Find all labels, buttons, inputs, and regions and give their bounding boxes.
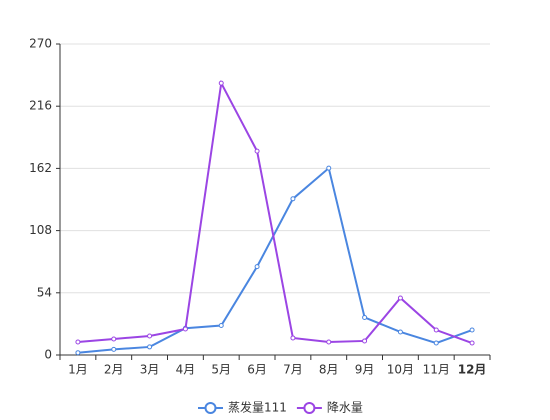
data-point	[397, 295, 403, 301]
x-tick-label: 6月	[247, 363, 267, 377]
data-point	[469, 340, 475, 346]
x-tick-label: 3月	[140, 363, 160, 377]
y-tick-label: 270	[29, 37, 52, 51]
data-point	[290, 335, 296, 341]
legend-item: 蒸发量111	[198, 400, 287, 415]
data-point	[147, 344, 153, 350]
data-point	[218, 323, 224, 329]
data-point	[111, 336, 117, 342]
y-tick-label: 0	[44, 348, 52, 362]
x-tick-label: 12月	[458, 363, 487, 377]
x-tick-label: 4月	[176, 363, 196, 377]
data-point	[290, 196, 296, 202]
data-point	[433, 327, 439, 333]
data-point	[75, 350, 81, 356]
y-tick-label: 162	[29, 161, 52, 175]
legend-marker	[204, 402, 217, 414]
data-point	[362, 338, 368, 344]
data-point	[326, 339, 332, 345]
data-point	[218, 80, 224, 86]
x-tick-label: 2月	[104, 363, 124, 377]
data-point	[397, 329, 403, 335]
y-tick-label: 108	[29, 223, 52, 237]
x-tick-label: 7月	[283, 363, 303, 377]
x-tick-label: 1月	[68, 363, 88, 377]
data-point	[182, 326, 188, 332]
legend-label: 蒸发量111	[228, 400, 287, 415]
x-tick-label: 10月	[387, 363, 414, 377]
data-point	[326, 165, 332, 171]
legend-item: 降水量	[296, 401, 363, 415]
series-line	[77, 79, 473, 344]
data-point	[469, 327, 475, 333]
data-point	[254, 148, 260, 154]
legend-label: 降水量	[327, 401, 363, 415]
x-tick-label: 9月	[355, 363, 375, 377]
data-point	[147, 333, 153, 339]
y-tick-label: 216	[29, 99, 52, 113]
data-point	[433, 340, 439, 346]
x-tick-label: 5月	[211, 363, 231, 377]
data-point	[111, 346, 117, 352]
data-point	[254, 264, 260, 270]
x-tick-label: 8月	[319, 363, 339, 377]
y-tick-label: 54	[37, 285, 52, 299]
x-tick-label: 11月	[423, 363, 450, 377]
series-line	[77, 166, 473, 354]
legend-marker	[303, 402, 316, 414]
data-point	[362, 314, 368, 320]
data-point	[75, 339, 81, 345]
